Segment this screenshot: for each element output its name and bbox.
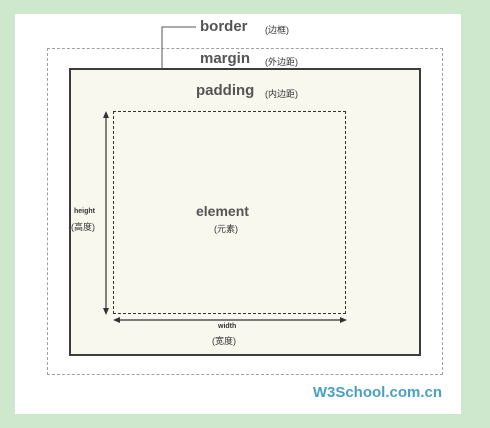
margin-label: margin: [200, 50, 251, 67]
element-area: [113, 111, 346, 314]
element-label: element: [196, 203, 249, 219]
width-label: width: [218, 323, 237, 330]
border-area: [69, 68, 421, 356]
border-cn-label: (边框): [265, 25, 289, 35]
height-label: height: [74, 208, 95, 215]
height-cn-label: (高度): [71, 222, 95, 232]
height-arrow-bottom: [103, 308, 109, 315]
padding-cn-label: (内边距): [265, 89, 298, 99]
padding-label: padding: [196, 82, 255, 99]
element-cn-label: (元素): [214, 224, 238, 234]
width-arrow-left: [113, 317, 120, 323]
margin-area: [47, 48, 443, 375]
brand-logo-text: W3School.com.cn: [312, 384, 442, 401]
border-callout-line: [161, 26, 196, 69]
margin-cn-label: (外边距): [265, 57, 298, 67]
width-arrow-right: [340, 317, 347, 323]
height-arrow-top: [103, 111, 109, 118]
width-cn-label: (宽度): [212, 336, 236, 346]
border-label: border: [200, 18, 248, 35]
